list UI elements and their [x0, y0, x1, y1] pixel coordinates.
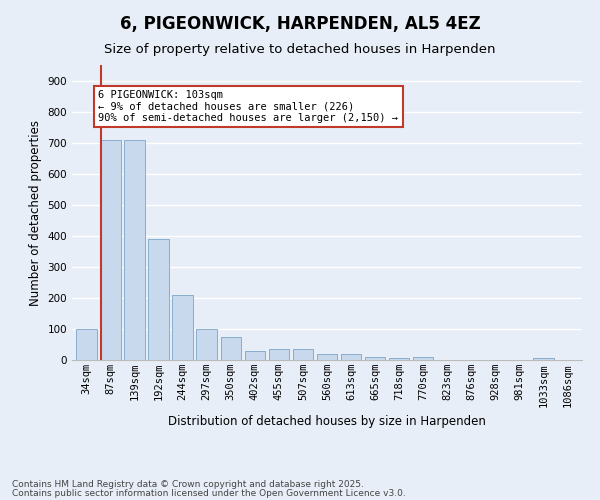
- Text: Size of property relative to detached houses in Harpenden: Size of property relative to detached ho…: [104, 42, 496, 56]
- Bar: [196, 329, 217, 360]
- Bar: [389, 358, 409, 360]
- Bar: [76, 329, 97, 360]
- Text: Contains HM Land Registry data © Crown copyright and database right 2025.: Contains HM Land Registry data © Crown c…: [12, 480, 364, 489]
- Bar: [533, 358, 554, 360]
- Bar: [413, 357, 433, 360]
- Text: 6, PIGEONWICK, HARPENDEN, AL5 4EZ: 6, PIGEONWICK, HARPENDEN, AL5 4EZ: [119, 15, 481, 33]
- Bar: [293, 349, 313, 360]
- X-axis label: Distribution of detached houses by size in Harpenden: Distribution of detached houses by size …: [168, 415, 486, 428]
- Text: 6 PIGEONWICK: 103sqm
← 9% of detached houses are smaller (226)
90% of semi-detac: 6 PIGEONWICK: 103sqm ← 9% of detached ho…: [98, 90, 398, 123]
- Bar: [317, 354, 337, 360]
- Bar: [245, 350, 265, 360]
- Bar: [221, 336, 241, 360]
- Bar: [124, 140, 145, 360]
- Bar: [172, 295, 193, 360]
- Bar: [100, 140, 121, 360]
- Bar: [148, 239, 169, 360]
- Bar: [269, 349, 289, 360]
- Y-axis label: Number of detached properties: Number of detached properties: [29, 120, 42, 306]
- Bar: [341, 354, 361, 360]
- Text: Contains public sector information licensed under the Open Government Licence v3: Contains public sector information licen…: [12, 488, 406, 498]
- Bar: [365, 357, 385, 360]
